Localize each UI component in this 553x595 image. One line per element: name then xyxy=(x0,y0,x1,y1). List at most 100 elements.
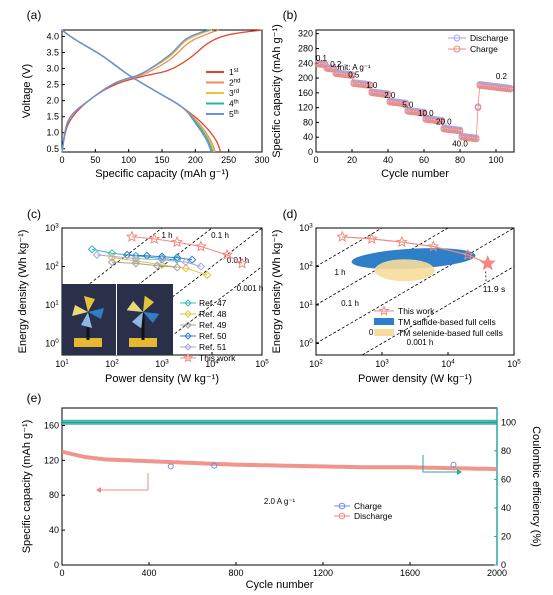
y-axis-label: Energy density (Wh kg⁻¹) xyxy=(271,230,283,354)
pinwheel-base xyxy=(129,338,157,347)
x-tick-label: 102 xyxy=(105,358,119,369)
pinwheel-blade xyxy=(131,312,143,329)
time-label: 0.01 h xyxy=(227,256,249,265)
photo-divider xyxy=(116,284,117,355)
legend-marker xyxy=(338,502,346,510)
y-tick-label: 101 xyxy=(45,299,59,310)
panel-d-label: (d) xyxy=(283,207,298,221)
time-line xyxy=(315,227,515,344)
y2-tick-label: 60 xyxy=(501,474,511,484)
y-tick-label: 101 xyxy=(299,299,313,310)
x-axis-label: Power density (W kg⁻¹) xyxy=(358,373,472,385)
rate-label: 0.1 xyxy=(316,54,328,63)
legend-marker xyxy=(183,352,193,363)
star-marker xyxy=(236,257,249,269)
pinwheel-blade xyxy=(72,305,88,316)
star-marker xyxy=(336,230,349,242)
x-tick-label: 80 xyxy=(455,155,465,165)
legend-marker xyxy=(184,332,192,340)
y-tick-label: 40 xyxy=(303,132,313,142)
time-label: 0.1 h xyxy=(341,299,359,308)
diamond-marker xyxy=(152,261,162,270)
star-marker xyxy=(148,232,161,245)
legend-swatch xyxy=(374,329,394,336)
y-tick-label: 280 xyxy=(298,43,313,53)
legend-label: Ref. 49 xyxy=(199,320,227,330)
diamond-marker xyxy=(181,257,191,267)
x-tick-label: 100 xyxy=(488,155,503,165)
legend-label: This work xyxy=(398,306,435,316)
pinwheel-base xyxy=(74,338,102,347)
y2-tick-label: 40 xyxy=(501,503,511,513)
y-tick-label: 103 xyxy=(45,222,59,233)
x-tick-label: 0 xyxy=(313,155,318,165)
y-tick-label: 1.5 xyxy=(46,112,59,122)
legend-marker xyxy=(378,305,390,316)
rate-label: 40.0 xyxy=(452,139,468,148)
legend-label: This work xyxy=(199,353,236,363)
y-tick-label: 0.5 xyxy=(46,144,59,154)
time-line xyxy=(315,227,383,267)
y-tick-label: 3.5 xyxy=(46,47,59,57)
diamond-marker xyxy=(131,259,141,268)
series-line-4th xyxy=(61,29,211,153)
y-tick-label: 100 xyxy=(299,338,313,349)
series-line-4th xyxy=(61,29,214,153)
capacity-outlier xyxy=(211,462,218,469)
time-label: 0.001 h xyxy=(407,338,434,347)
y-tick-label: 2.0 xyxy=(46,96,59,106)
charge-connector xyxy=(317,63,511,140)
legend-label: 5th xyxy=(229,109,239,119)
diamond-marker xyxy=(196,262,206,271)
time-line xyxy=(361,266,515,356)
x-tick-label: 103 xyxy=(155,358,169,369)
x-axis-label: Specific capacity (mAh g⁻¹) xyxy=(95,168,229,180)
panel-frame xyxy=(315,227,515,356)
x-tick-label: 0 xyxy=(59,568,64,578)
series-line-1st xyxy=(61,29,222,153)
pinwheel-blade xyxy=(84,296,95,312)
x-tick-label: 300 xyxy=(254,155,269,165)
capacity-arrowhead xyxy=(96,487,101,493)
series-line-Ref. 49 xyxy=(111,261,178,268)
y-axis-label: Energy density (Wh kg⁻¹) xyxy=(17,230,29,354)
star-marker xyxy=(171,235,184,248)
x-tick-label: 105 xyxy=(255,358,269,369)
star-marker xyxy=(221,248,234,260)
x-tick-label: 150 xyxy=(154,155,169,165)
legend-label: Ref. 50 xyxy=(199,331,227,341)
pinwheel-stick xyxy=(141,312,145,340)
x-tick-label: 1200 xyxy=(313,568,333,578)
legend-label: 3rd xyxy=(229,88,239,98)
series-line-3rd xyxy=(61,29,213,153)
x-tick-label: 200 xyxy=(188,155,203,165)
star-marker xyxy=(365,232,378,245)
legend-marker xyxy=(338,512,346,520)
y-axis-label: Specific capacity (mAh g⁻¹) xyxy=(21,420,33,554)
diamond-marker xyxy=(131,254,141,263)
legend-label: Discharge xyxy=(354,511,393,521)
capacity-band xyxy=(62,449,497,472)
pinwheel-photo xyxy=(62,284,173,355)
x-tick-label: 2000 xyxy=(487,568,507,578)
legend-label: Ref. 48 xyxy=(199,309,227,319)
x-tick-label: 50 xyxy=(90,155,100,165)
x-tick-label: 800 xyxy=(228,568,243,578)
unit-label: Unit: A g⁻¹ xyxy=(334,63,371,72)
y-tick-label: 2.5 xyxy=(46,80,59,90)
x-tick-label: 102 xyxy=(309,358,323,369)
y-tick-label: 3.0 xyxy=(46,64,59,74)
legend-marker xyxy=(184,343,192,351)
panel-c-label: (c) xyxy=(27,207,41,221)
y-tick-label: 120 xyxy=(298,103,313,113)
star-marker xyxy=(125,230,138,242)
series-line-Ref. 48 xyxy=(111,257,208,276)
x-tick-label: 100 xyxy=(121,155,136,165)
star-marker xyxy=(194,240,207,252)
legend-label: 1st xyxy=(229,67,239,77)
legend-label: 2nd xyxy=(229,78,240,88)
rate-label: 20.0 xyxy=(436,118,452,127)
x-tick-label: 40 xyxy=(383,155,393,165)
rate-label: 0.2 xyxy=(330,60,342,69)
x-axis-label: Power density (W kg⁻¹) xyxy=(105,373,219,385)
